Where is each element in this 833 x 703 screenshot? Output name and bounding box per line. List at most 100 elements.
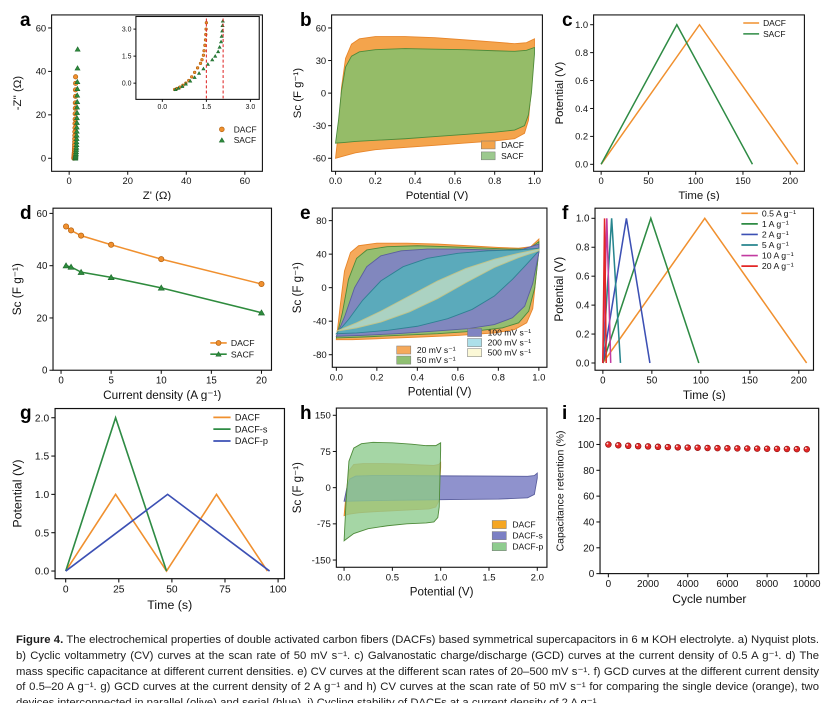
svg-text:DACF: DACF (231, 338, 255, 348)
svg-text:10 A g⁻¹: 10 A g⁻¹ (762, 251, 794, 261)
svg-text:Potential (V): Potential (V) (554, 62, 566, 125)
svg-text:Potential (V): Potential (V) (410, 586, 474, 598)
svg-text:0.4: 0.4 (576, 301, 590, 312)
svg-text:50: 50 (646, 376, 657, 387)
svg-text:2 A g⁻¹: 2 A g⁻¹ (762, 230, 789, 240)
svg-text:100 mV s⁻¹: 100 mV s⁻¹ (488, 328, 532, 338)
svg-text:DACF-p: DACF-p (512, 542, 543, 552)
svg-text:200 mV s⁻¹: 200 mV s⁻¹ (488, 338, 532, 348)
svg-text:4000: 4000 (677, 579, 700, 590)
svg-text:0.2: 0.2 (369, 175, 382, 186)
svg-text:0.0: 0.0 (337, 572, 350, 583)
svg-text:DACF: DACF (763, 18, 786, 28)
chart-d-specific-capacitance: 0 5 10 15 20 0 20 40 60 Current density (A g⁻¹) Sc… (12, 207, 273, 401)
chart-h-cv-device-comparison: 0.0 0.5 1.0 1.5 2.0 -150 -75 0 75 150 Potential (V… (292, 407, 548, 598)
panel-letter-e: e (300, 203, 311, 224)
svg-text:0: 0 (58, 376, 64, 387)
svg-text:5: 5 (108, 376, 113, 387)
svg-text:Capacitance retention (%): Capacitance retention (%) (555, 431, 566, 552)
figure-caption-text: The electrochemical properties of double… (16, 634, 819, 703)
panel-grid: a 0 20 40 60 0 20 40 60 Z' (Ω) -Z'' (Ω) DACF SACF 0.… (12, 8, 821, 623)
panel-letter-a: a (20, 10, 31, 31)
svg-text:Time (s): Time (s) (683, 389, 726, 401)
svg-text:-30: -30 (313, 120, 327, 131)
panel-a-nyquist: a 0 20 40 60 0 20 40 60 Z' (Ω) -Z'' (Ω) DACF SACF 0.… (12, 8, 292, 201)
svg-text:40: 40 (316, 249, 327, 260)
svg-text:0: 0 (42, 366, 48, 377)
panel-d-capacitance: d 0 5 10 15 20 0 20 40 60 Current density (A g⁻¹)… (12, 201, 292, 401)
svg-text:100: 100 (578, 440, 595, 451)
svg-text:0.2: 0.2 (370, 372, 383, 383)
svg-text:DACF-s: DACF-s (235, 424, 268, 434)
svg-text:0.0: 0.0 (35, 567, 50, 578)
chart-b-cv-curves: 0.0 0.2 0.4 0.6 0.8 1.0 -60 -30 0 30 60 Potential (… (292, 14, 543, 201)
svg-text:Potential (V): Potential (V) (408, 386, 472, 398)
svg-text:0: 0 (599, 175, 604, 186)
svg-text:Sc (F g⁻¹): Sc (F g⁻¹) (12, 263, 24, 315)
svg-text:100: 100 (688, 175, 704, 186)
svg-text:0: 0 (325, 483, 330, 494)
svg-text:SACF: SACF (234, 135, 256, 145)
svg-text:1.0: 1.0 (528, 175, 541, 186)
svg-text:0.8: 0.8 (488, 175, 501, 186)
svg-text:0.5: 0.5 (35, 528, 50, 539)
panel-g-gcd-devices: g 0 25 50 75 100 0.0 0.5 1.0 1.5 2.0 Time (s) Poten… (12, 401, 292, 623)
svg-text:DACF: DACF (235, 413, 260, 423)
svg-text:5 A g⁻¹: 5 A g⁻¹ (762, 240, 789, 250)
svg-text:DACF-s: DACF-s (512, 531, 542, 541)
svg-text:0.8: 0.8 (576, 243, 590, 254)
svg-text:0: 0 (41, 153, 46, 164)
svg-text:1.0: 1.0 (575, 19, 588, 30)
svg-text:0.0: 0.0 (330, 372, 343, 383)
svg-text:40: 40 (36, 66, 46, 77)
panel-letter-i: i (562, 403, 568, 424)
svg-text:100: 100 (270, 585, 287, 596)
svg-text:0.6: 0.6 (448, 175, 461, 186)
svg-text:0: 0 (63, 585, 69, 596)
svg-text:1.0: 1.0 (35, 490, 50, 501)
svg-text:75: 75 (219, 585, 231, 596)
svg-text:-Z'' (Ω): -Z'' (Ω) (12, 76, 24, 111)
svg-text:Cycle number: Cycle number (672, 592, 746, 606)
svg-text:DACF: DACF (512, 520, 535, 530)
svg-text:Potential (V): Potential (V) (554, 257, 566, 322)
svg-text:60: 60 (240, 175, 250, 186)
svg-text:Time (s): Time (s) (678, 190, 719, 201)
svg-text:0: 0 (67, 175, 72, 186)
svg-text:40: 40 (37, 261, 48, 272)
svg-text:SACF: SACF (763, 29, 785, 39)
svg-text:20: 20 (122, 175, 132, 186)
svg-text:60: 60 (37, 209, 48, 220)
svg-text:SACF: SACF (501, 151, 523, 161)
svg-text:50: 50 (166, 585, 178, 596)
svg-text:80: 80 (316, 216, 327, 227)
svg-text:3.0: 3.0 (246, 104, 256, 111)
chart-g-gcd-device-comparison: 0 25 50 75 100 0.0 0.5 1.0 1.5 2.0 Time (s) Potenti… (12, 407, 287, 612)
svg-text:1.5: 1.5 (35, 452, 50, 463)
svg-text:50: 50 (643, 175, 653, 186)
svg-text:1 A g⁻¹: 1 A g⁻¹ (762, 219, 789, 229)
svg-text:0: 0 (589, 569, 595, 580)
svg-text:0.5: 0.5 (386, 572, 399, 583)
svg-text:6000: 6000 (716, 579, 739, 590)
svg-text:10: 10 (156, 376, 167, 387)
chart-f-gcd-current-densities: 0 50 100 150 200 0.0 0.2 0.4 0.6 0.8 1.0 Time (s) Po… (554, 207, 815, 401)
svg-text:0.8: 0.8 (575, 47, 588, 58)
svg-text:15: 15 (206, 376, 217, 387)
svg-text:0.5 A g⁻¹: 0.5 A g⁻¹ (762, 208, 796, 218)
svg-text:200: 200 (791, 376, 808, 387)
svg-text:Z' (Ω): Z' (Ω) (143, 190, 172, 201)
svg-text:20: 20 (37, 313, 48, 324)
svg-text:0.4: 0.4 (409, 175, 422, 186)
svg-text:80: 80 (583, 466, 595, 477)
svg-text:Time (s): Time (s) (147, 598, 192, 612)
svg-text:0.8: 0.8 (492, 372, 505, 383)
svg-text:Current density (A g⁻¹): Current density (A g⁻¹) (103, 389, 221, 401)
panel-letter-f: f (562, 203, 569, 224)
svg-text:0.4: 0.4 (575, 103, 588, 114)
panel-letter-h: h (300, 403, 312, 424)
svg-text:Potential (V): Potential (V) (12, 460, 25, 528)
svg-text:20: 20 (36, 109, 46, 120)
svg-text:0.0: 0.0 (575, 159, 588, 170)
svg-text:DACF: DACF (234, 124, 257, 134)
